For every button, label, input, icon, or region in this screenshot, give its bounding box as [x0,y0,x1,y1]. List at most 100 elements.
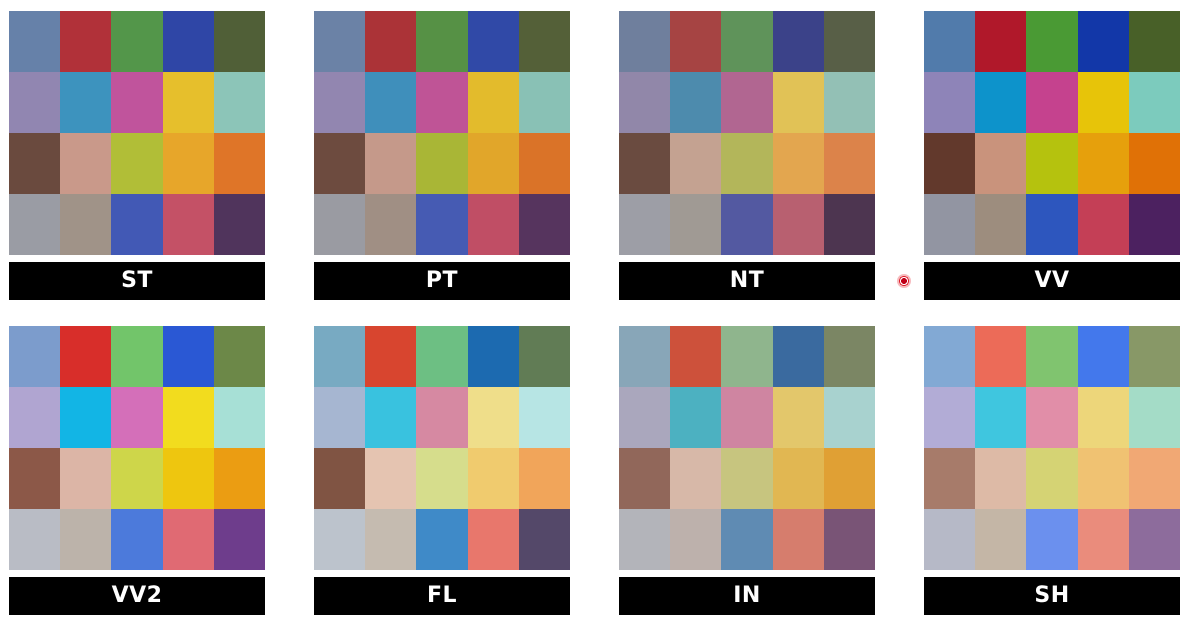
color-swatch [619,448,671,509]
card-label: PT [314,262,570,300]
color-swatch [365,326,417,387]
color-swatch [1026,133,1078,194]
color-swatch [60,133,112,194]
color-swatch [1026,11,1078,72]
color-swatch [619,11,671,72]
color-swatch [721,72,773,133]
color-swatch [772,509,824,570]
card-label: NT [619,262,875,300]
color-swatch [975,194,1027,255]
cursor-indicator-icon [897,274,911,288]
color-swatch [1026,326,1078,387]
color-swatch [1077,387,1129,448]
color-swatch [975,11,1027,72]
color-swatch [721,326,773,387]
color-swatch [111,133,163,194]
color-swatch [772,387,824,448]
color-swatch [162,387,214,448]
color-swatch [772,72,824,133]
color-swatch [1128,11,1180,72]
color-swatch [1128,72,1180,133]
color-swatch [1026,72,1078,133]
color-swatch [518,387,570,448]
color-swatch [365,448,417,509]
color-swatch [619,133,671,194]
card-label: VV2 [9,577,265,615]
color-swatch [467,194,519,255]
color-swatch [924,194,976,255]
card-label: SH [924,577,1180,615]
color-swatch [619,72,671,133]
color-swatch [467,448,519,509]
color-swatch [1077,72,1129,133]
color-swatch [9,194,61,255]
color-swatch [619,509,671,570]
color-swatch [213,194,265,255]
color-swatch [1128,326,1180,387]
color-swatch [467,509,519,570]
color-swatch [9,72,61,133]
color-swatch [60,448,112,509]
color-swatch [416,448,468,509]
color-swatch [721,387,773,448]
color-swatch [1128,387,1180,448]
color-swatch [314,72,366,133]
color-swatch [518,194,570,255]
color-grid [314,11,570,255]
color-swatch [162,194,214,255]
color-swatch [9,133,61,194]
color-swatch [619,326,671,387]
color-swatch [924,448,976,509]
color-swatch [60,509,112,570]
color-swatch [924,387,976,448]
color-swatch [1077,326,1129,387]
color-grid [619,11,875,255]
color-swatch [467,72,519,133]
color-swatch [1128,509,1180,570]
color-swatch [162,133,214,194]
color-grid [924,326,1180,570]
color-swatch [213,72,265,133]
color-swatch [213,509,265,570]
color-swatch [823,133,875,194]
color-swatch [772,326,824,387]
color-swatch [9,11,61,72]
color-swatch [9,509,61,570]
color-swatch [467,133,519,194]
color-swatch [670,72,722,133]
color-swatch [670,194,722,255]
color-swatch [111,387,163,448]
color-swatch [670,326,722,387]
color-swatch [60,72,112,133]
color-grid [314,326,570,570]
color-swatch [1077,448,1129,509]
swatch-card-vv2: VV2 [9,326,265,615]
color-swatch [670,509,722,570]
color-swatch [1128,194,1180,255]
color-swatch [314,326,366,387]
color-swatch [518,72,570,133]
color-swatch [924,72,976,133]
color-swatch [1026,194,1078,255]
color-swatch [60,194,112,255]
color-swatch [1026,509,1078,570]
color-swatch [314,194,366,255]
color-swatch [1026,448,1078,509]
color-swatch [1128,133,1180,194]
swatch-card-pt: PT [314,11,570,300]
color-swatch [162,509,214,570]
color-swatch [365,11,417,72]
color-swatch [924,133,976,194]
swatch-card-nt: NT [619,11,875,300]
color-swatch [162,448,214,509]
color-swatch [670,11,722,72]
color-swatch [416,194,468,255]
color-swatch [670,133,722,194]
color-swatch [721,448,773,509]
color-swatch [823,509,875,570]
color-swatch [60,387,112,448]
color-swatch [975,133,1027,194]
color-swatch [1077,194,1129,255]
color-swatch [467,11,519,72]
color-swatch [111,448,163,509]
